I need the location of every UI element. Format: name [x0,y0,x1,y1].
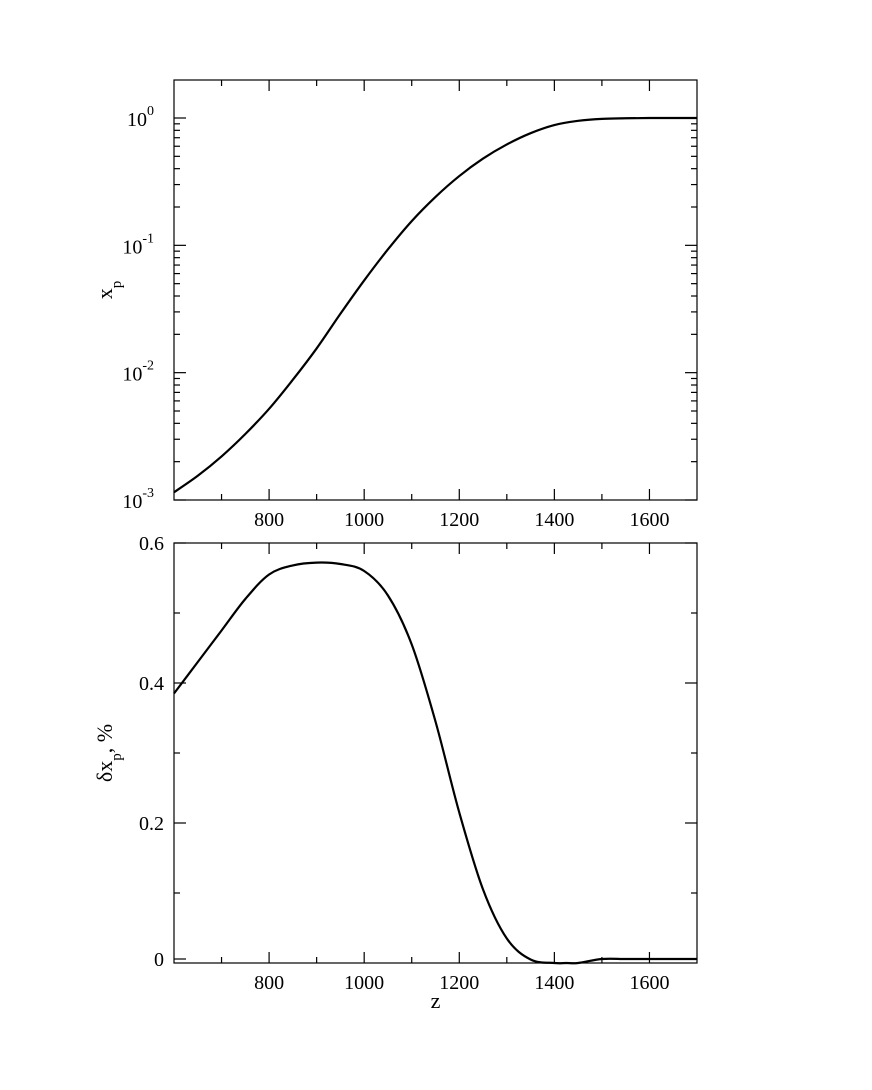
x-tick-label: 800 [254,509,284,531]
x-tick-label: 1600 [629,509,669,531]
y-tick-label: 0 [154,949,164,971]
plot-frame [173,79,698,501]
x-tick-label: 1200 [439,972,479,994]
y-tick-label: 0.2 [139,813,164,835]
y-tick-label: 100 [127,104,154,131]
plot-frame [173,542,698,964]
x-tick-label: 1000 [344,972,384,994]
panel-bottom-delta-xp: 800 1000 1200 1400 1600 0 0.2 0.4 0.6 δxp, % z [92,533,698,1013]
y-tick-label: 10-2 [122,359,154,386]
x-tick-label: 1400 [534,972,574,994]
y-axis-title: xp [92,281,125,300]
y-tick-label: 0.4 [139,673,164,695]
x-tick-label: 1000 [344,509,384,531]
x-tick-label: 1400 [534,509,574,531]
panel-top-xp: 800 1000 1200 1400 1600 10-3 10-2 10-1 100 xp [92,79,698,531]
x-tick-label: 800 [254,972,284,994]
y-tick-label: 0.6 [139,533,164,555]
series-line [173,116,697,494]
x-tick-label: 1600 [629,972,669,994]
series-line [173,561,697,965]
y-tick-label: 10-3 [122,486,154,513]
x-tick-label: 1200 [439,509,479,531]
y-axis-title: δxp, % [92,724,125,782]
y-tick-label: 10-1 [122,231,154,258]
x-axis-title: z [431,988,441,1013]
